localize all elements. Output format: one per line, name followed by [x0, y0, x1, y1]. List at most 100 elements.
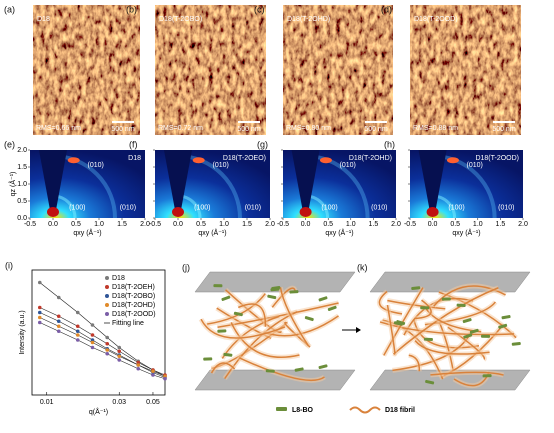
y-axis-label: Intensity (a.u.) [19, 310, 26, 354]
peak-label: (010) [120, 205, 136, 212]
point [105, 335, 110, 340]
legend-acceptor [276, 407, 287, 411]
acceptor [221, 295, 231, 301]
peak-label: (100) [448, 205, 464, 212]
acceptor [203, 357, 213, 361]
acceptor [511, 341, 521, 346]
point [37, 320, 42, 325]
acceptor [267, 294, 277, 300]
peak-spot [446, 157, 459, 164]
x-tick-label: 0.5 [71, 221, 81, 228]
fibril [430, 371, 504, 376]
fibril [386, 304, 396, 355]
point [117, 354, 122, 359]
fibril [414, 299, 432, 320]
x-tick-label: 1.5 [242, 221, 252, 228]
x-tick-label: -0.5 [149, 221, 161, 228]
panel-label: (c) [254, 4, 265, 14]
acceptor [482, 374, 492, 378]
sample-label: D18(T-2OEO) [223, 155, 266, 162]
panel-label: (k) [357, 262, 368, 272]
fibril [230, 322, 300, 359]
point [105, 348, 110, 352]
legend-marker [105, 312, 109, 316]
arrow-head [356, 327, 361, 333]
point [117, 358, 122, 362]
x-tick-label: 0.0 [301, 221, 311, 228]
sample-label: D18(T-2OOD) [414, 16, 458, 23]
point [37, 305, 42, 310]
wedge [164, 150, 192, 210]
acceptor [396, 320, 406, 326]
plate-top [369, 271, 531, 293]
afm-image [155, 5, 266, 135]
scale-label: 500 nm [364, 126, 388, 133]
acceptor [423, 337, 433, 342]
x-tick-label: 0.0 [173, 221, 183, 228]
fibril [200, 318, 286, 339]
x-tick-label: 0.5 [196, 221, 206, 228]
point [75, 310, 80, 315]
peak-label: (100) [194, 205, 210, 212]
acceptor [304, 316, 314, 322]
point [56, 314, 61, 319]
fibril [408, 354, 421, 372]
rms-label: RMS=0.88 nm [413, 125, 458, 132]
acceptor [294, 367, 304, 372]
x-tick-label: 2.0 [391, 221, 401, 228]
legend-marker [105, 294, 109, 298]
legend-label: Fitting line [112, 320, 144, 327]
point [136, 363, 141, 367]
acceptor [327, 305, 337, 312]
legend-label: D18(T-2OBO) [112, 293, 155, 300]
acceptor [425, 379, 435, 385]
y-tick-label: 0.0 [17, 215, 27, 222]
peak-label: (100) [69, 205, 85, 212]
point [117, 345, 122, 350]
x-tick-label: 1.0 [346, 221, 356, 228]
y-tick-label: 1.5 [17, 164, 27, 171]
peak-spot [192, 157, 205, 164]
acceptor [411, 286, 421, 290]
acceptor [393, 321, 403, 326]
beam [172, 207, 184, 217]
x-tick-label: 0.5 [450, 221, 460, 228]
fibril [238, 357, 325, 382]
x-tick-label: -0.5 [24, 221, 36, 228]
beam [299, 207, 312, 217]
legend-label: D18 fibril [385, 407, 415, 414]
acceptor [462, 318, 472, 324]
acceptor [463, 333, 473, 339]
point [56, 295, 61, 300]
point [163, 374, 167, 379]
y-tick-label: 2.0 [17, 147, 27, 154]
x-axis-label: qxy (Å⁻¹) [325, 228, 353, 237]
x-tick-label: 1.0 [473, 221, 483, 228]
legend-label: L8-BO [292, 407, 314, 414]
point [136, 366, 141, 371]
panel-label: (d) [381, 4, 392, 14]
peak-label: (010) [467, 162, 483, 169]
point [90, 323, 95, 327]
wedge [418, 150, 447, 210]
peak-label: (010) [88, 162, 104, 169]
peak-label: (010) [340, 162, 356, 169]
acceptor [441, 297, 451, 301]
sample-label: D18(T-2OHD) [287, 16, 330, 23]
acceptor [481, 334, 491, 338]
panel-label: (g) [257, 139, 268, 149]
x-tick-label: 0.5 [323, 221, 333, 228]
peak-label: (010) [213, 162, 229, 169]
sample-label: D18(T-2OHD) [349, 155, 392, 162]
y-axis-label: qz (Å⁻¹) [8, 172, 17, 197]
plot-frame [31, 269, 166, 396]
x-axis-label: qxy (Å⁻¹) [198, 228, 226, 237]
fibril [392, 332, 472, 372]
acceptor [265, 369, 275, 373]
acceptor [318, 296, 328, 302]
panel-label: (i) [5, 260, 13, 270]
beam [47, 207, 59, 217]
point [75, 338, 80, 342]
x-tick-label: 2.0 [518, 221, 528, 228]
